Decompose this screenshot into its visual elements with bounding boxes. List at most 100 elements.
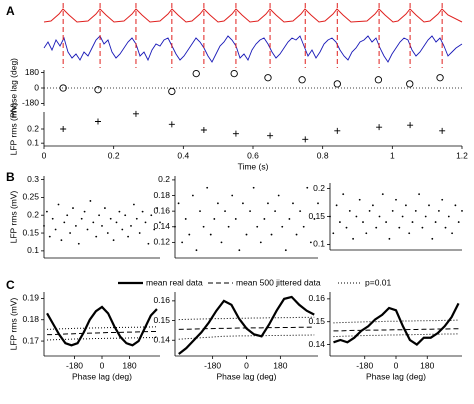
series-line bbox=[178, 295, 315, 355]
point bbox=[135, 217, 138, 220]
x-tick-label: -180 bbox=[356, 360, 373, 370]
y-axis-label: LFP rms (mV) bbox=[8, 297, 18, 350]
point bbox=[121, 228, 124, 231]
point bbox=[209, 233, 212, 236]
point bbox=[270, 233, 273, 236]
point bbox=[112, 239, 115, 242]
point bbox=[334, 127, 341, 134]
point bbox=[95, 235, 98, 238]
point bbox=[436, 74, 444, 82]
point bbox=[54, 228, 57, 231]
x-tick-label: 0.4 bbox=[177, 150, 189, 160]
series-line bbox=[178, 326, 315, 330]
point bbox=[438, 210, 440, 212]
point bbox=[227, 225, 230, 228]
y-axis-label: Phase lag (deg) bbox=[8, 58, 18, 118]
x-tick-label: 1.2 bbox=[456, 150, 468, 160]
point bbox=[80, 217, 83, 220]
point bbox=[317, 202, 319, 205]
point bbox=[408, 232, 411, 235]
point bbox=[188, 233, 191, 236]
point bbox=[264, 74, 272, 82]
point bbox=[43, 225, 45, 227]
y-tick-label: 180 bbox=[25, 67, 39, 77]
point bbox=[288, 218, 291, 220]
point bbox=[60, 126, 67, 132]
point bbox=[375, 226, 378, 229]
point bbox=[92, 221, 95, 224]
point bbox=[421, 226, 424, 229]
point bbox=[374, 76, 383, 84]
point bbox=[51, 217, 54, 220]
y-tick-label: 0.25 bbox=[22, 192, 39, 202]
point bbox=[256, 225, 259, 228]
point bbox=[147, 242, 150, 245]
point bbox=[75, 225, 77, 227]
point bbox=[199, 210, 201, 213]
point bbox=[388, 237, 391, 240]
y-tick-label: 0.12 bbox=[153, 237, 170, 247]
point bbox=[66, 214, 69, 217]
x-axis-label: Phase lag (deg) bbox=[366, 371, 426, 381]
point bbox=[411, 221, 414, 223]
series-line bbox=[47, 330, 157, 336]
point bbox=[200, 126, 207, 133]
point bbox=[232, 130, 239, 137]
y-tick-label: 0.1 bbox=[27, 245, 39, 255]
point bbox=[89, 200, 92, 202]
series-line bbox=[333, 319, 459, 324]
point bbox=[195, 249, 198, 252]
point bbox=[274, 210, 276, 213]
point bbox=[231, 194, 234, 197]
point bbox=[206, 186, 209, 189]
y-tick-label: 0.2 bbox=[27, 123, 39, 133]
point bbox=[407, 122, 414, 129]
y-tick-label: -180 bbox=[22, 98, 39, 108]
y-tick-label: 0.1 bbox=[313, 239, 325, 249]
y-tick-label: 0.16 bbox=[308, 293, 325, 303]
point bbox=[127, 235, 129, 238]
legend-label: mean real data bbox=[146, 277, 203, 287]
point bbox=[94, 86, 102, 94]
point bbox=[434, 221, 437, 223]
panel-label: C bbox=[6, 278, 15, 292]
y-tick-label: 0.3 bbox=[27, 174, 39, 184]
point bbox=[299, 210, 302, 213]
point bbox=[63, 221, 66, 224]
point bbox=[57, 203, 60, 206]
point bbox=[418, 193, 420, 196]
series-line bbox=[47, 326, 157, 330]
point bbox=[348, 210, 351, 212]
point bbox=[220, 241, 223, 244]
y-axis-label: LFP rms (mV) bbox=[8, 102, 18, 155]
x-tick-label: 0 bbox=[394, 360, 399, 370]
point bbox=[259, 241, 262, 244]
point bbox=[401, 215, 404, 218]
point bbox=[298, 76, 306, 84]
y-tick-label: 0.15 bbox=[22, 227, 39, 237]
point bbox=[454, 204, 457, 207]
point bbox=[72, 207, 74, 209]
point bbox=[168, 87, 176, 96]
legend-label: p=0.01 bbox=[365, 277, 392, 287]
x-tick-label: -180 bbox=[204, 360, 221, 370]
point bbox=[177, 202, 180, 205]
series-line bbox=[46, 305, 158, 347]
panel-label: B bbox=[6, 170, 15, 184]
point bbox=[118, 210, 121, 213]
point bbox=[405, 204, 407, 207]
point bbox=[292, 202, 294, 205]
y-tick-label: 0.16 bbox=[153, 295, 170, 305]
y-tick-label: 0.2 bbox=[27, 209, 39, 219]
point bbox=[98, 214, 100, 217]
point bbox=[332, 232, 335, 235]
point bbox=[362, 221, 364, 223]
point bbox=[329, 215, 331, 218]
point bbox=[372, 204, 374, 207]
y-tick-label: 0.15 bbox=[308, 316, 325, 326]
point bbox=[133, 203, 135, 206]
x-tick-label: 1 bbox=[390, 150, 395, 160]
point bbox=[181, 241, 184, 244]
point bbox=[159, 221, 161, 224]
point bbox=[46, 210, 48, 213]
